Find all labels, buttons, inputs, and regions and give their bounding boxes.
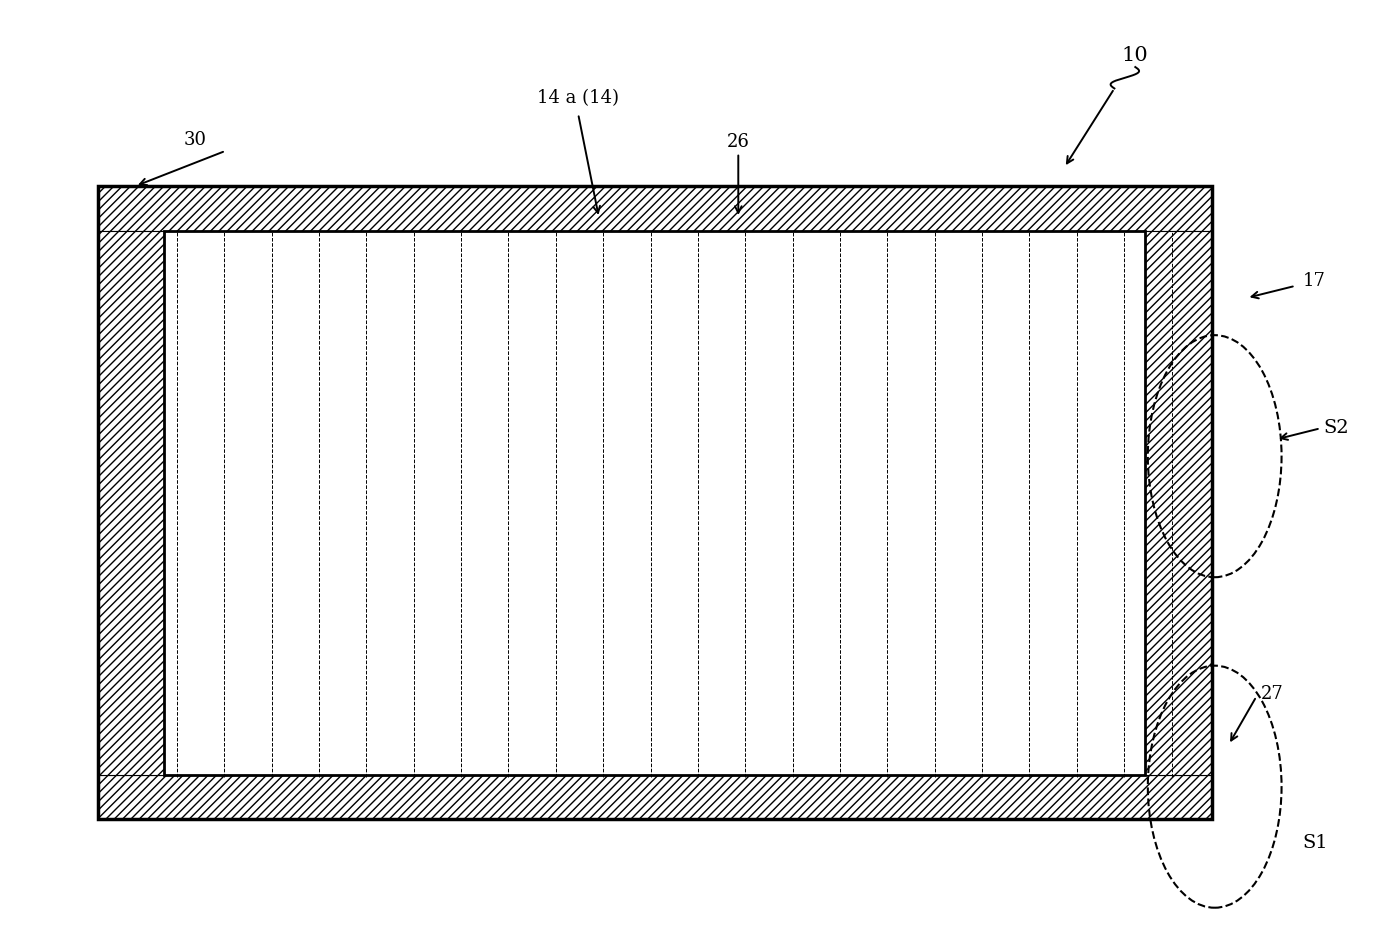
Bar	[98, 186, 1212, 231]
Bar	[98, 231, 164, 775]
Bar	[98, 186, 1212, 819]
Text: S1: S1	[1302, 833, 1328, 852]
Bar	[1145, 231, 1212, 775]
Text: 10: 10	[1121, 47, 1149, 65]
Bar	[98, 775, 1212, 819]
Text: 27: 27	[1261, 684, 1283, 703]
Text: S2: S2	[1323, 419, 1348, 438]
Text: 14 a (14): 14 a (14)	[538, 88, 618, 107]
Text: 30: 30	[184, 130, 206, 149]
Bar	[164, 231, 1145, 775]
Text: 17: 17	[1302, 272, 1325, 290]
Text: 26: 26	[727, 132, 749, 151]
